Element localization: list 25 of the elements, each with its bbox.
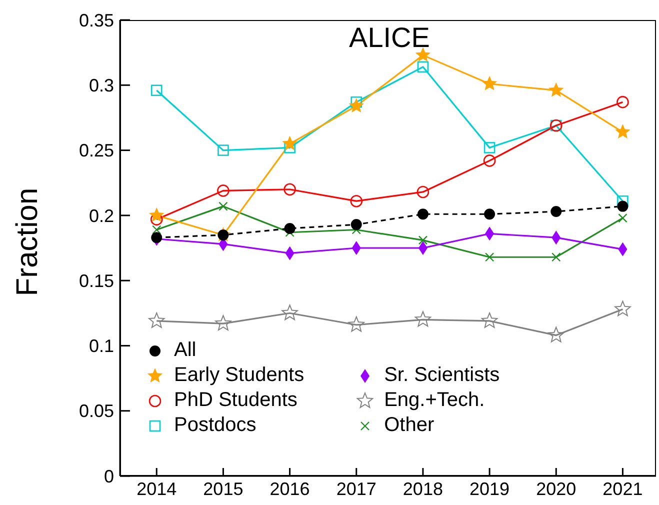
y-axis-title: Fraction bbox=[11, 188, 45, 296]
legend-label: Postdocs bbox=[174, 414, 256, 437]
legend-label: Eng.+Tech. bbox=[384, 389, 485, 412]
x-tick-label: 2016 bbox=[270, 478, 310, 499]
y-tick-label: 0.2 bbox=[88, 206, 114, 226]
y-tick-label: 0.15 bbox=[78, 270, 114, 291]
x-tick-label: 2018 bbox=[402, 478, 443, 499]
y-tick-label: 0.3 bbox=[88, 76, 114, 96]
x-tick-label: 2020 bbox=[536, 478, 576, 499]
y-tick-label: 0.1 bbox=[88, 336, 114, 356]
legend-label: Sr. Scientists bbox=[384, 364, 500, 387]
legend-label: All bbox=[174, 339, 196, 362]
x-tick-label: 2019 bbox=[470, 478, 510, 499]
y-tick-label: 0.25 bbox=[78, 140, 114, 161]
y-tick-label: 0 bbox=[104, 466, 114, 486]
x-tick-label: 2021 bbox=[602, 478, 643, 499]
legend-label: PhD Students bbox=[174, 389, 298, 412]
y-tick-label: 0.35 bbox=[78, 10, 114, 30]
x-tick-label: 2014 bbox=[136, 478, 177, 499]
y-tick-label: 0.05 bbox=[78, 401, 114, 422]
x-tick-label: 2017 bbox=[336, 478, 376, 499]
legend-label: Other bbox=[384, 414, 434, 437]
chart-title: ALICE bbox=[349, 22, 430, 53]
legend-label: Early Students bbox=[174, 364, 304, 387]
x-tick-label: 2015 bbox=[203, 478, 244, 499]
